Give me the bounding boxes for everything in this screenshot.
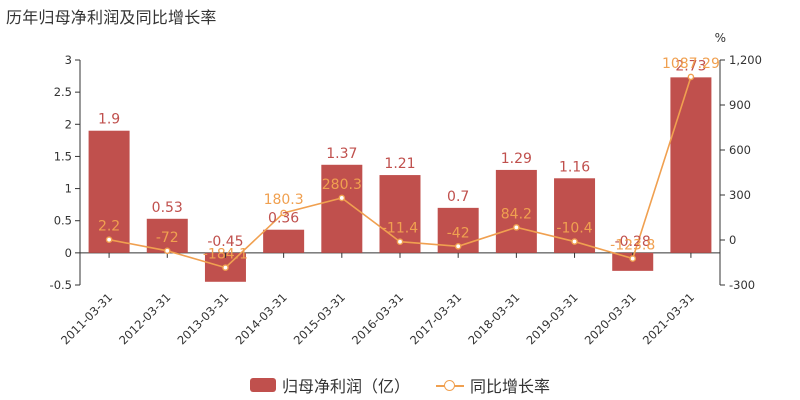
line-data-label: -72 <box>156 230 179 246</box>
growth-point <box>222 264 229 271</box>
right-axis-unit: % <box>715 31 726 45</box>
bar-data-label: -0.45 <box>207 234 243 250</box>
right-axis-tick-label: 900 <box>729 98 751 112</box>
x-axis-tick-label: 2017-03-31 <box>407 290 464 347</box>
x-axis-tick-label: 2014-03-31 <box>233 290 290 347</box>
left-axis-tick-label: 1.5 <box>54 149 72 163</box>
line-data-label: -42 <box>447 225 470 241</box>
x-axis-tick-label: 2016-03-31 <box>349 290 406 347</box>
line-data-label: 280.3 <box>322 177 362 193</box>
line-data-label: -184.1 <box>203 247 248 263</box>
x-axis-tick-label: 2021-03-31 <box>640 290 697 347</box>
growth-point <box>280 209 287 217</box>
bar-data-label: 1.37 <box>326 146 357 162</box>
growth-point <box>571 238 578 245</box>
legend-item-growth[interactable]: 同比增长率 <box>436 373 550 397</box>
growth-point <box>338 194 346 202</box>
line-data-label: -123.8 <box>610 238 655 254</box>
bar-data-label: -0.28 <box>615 234 651 250</box>
profit-bar <box>495 169 537 253</box>
bar-data-label: 0.7 <box>447 189 469 205</box>
left-axis-tick-label: -0.5 <box>50 278 72 292</box>
legend-line-swatch <box>436 378 464 392</box>
legend-label-profit: 归母净利润（亿） <box>281 377 410 396</box>
x-axis-tick-label: 2019-03-31 <box>524 290 581 347</box>
line-data-label: 2.2 <box>98 219 120 235</box>
right-axis-tick-label: 600 <box>729 143 751 157</box>
chart-legend: 归母净利润（亿） 同比增长率 <box>0 374 800 396</box>
right-axis-tick-label: -300 <box>729 278 755 292</box>
bar-data-label: 2.73 <box>675 58 706 74</box>
bar-data-label: 1.21 <box>384 156 415 172</box>
legend-item-profit[interactable]: 归母净利润（亿） <box>249 373 410 397</box>
profit-bar <box>263 229 305 253</box>
growth-point <box>163 247 171 255</box>
bar-data-label: 0.53 <box>152 200 183 216</box>
left-axis-tick-label: 0 <box>65 246 72 260</box>
legend-bar-swatch <box>249 378 276 392</box>
growth-point <box>105 236 113 243</box>
bar-data-label: 0.36 <box>268 211 299 227</box>
profit-bar <box>146 218 188 253</box>
right-axis-tick-label: 1,200 <box>729 53 762 67</box>
left-axis-tick-label: 2.5 <box>54 85 72 99</box>
x-axis-tick-label: 2018-03-31 <box>465 290 522 347</box>
x-axis-tick-label: 2020-03-31 <box>582 290 639 347</box>
profit-bar <box>670 77 712 253</box>
x-axis-tick-label: 2011-03-31 <box>58 290 115 347</box>
bar-data-label: 1.29 <box>501 151 532 167</box>
left-axis-tick-label: 2 <box>65 117 72 131</box>
profit-bar <box>88 130 130 253</box>
legend-label-growth: 同比增长率 <box>470 377 551 396</box>
line-data-label: 1087.29 <box>662 56 720 72</box>
growth-point <box>454 242 462 250</box>
line-data-label: 84.2 <box>501 206 532 222</box>
growth-point <box>396 238 404 246</box>
right-axis-tick-label: 0 <box>729 233 736 247</box>
growth-point <box>513 224 520 231</box>
line-data-label: -10.4 <box>556 221 592 237</box>
left-axis-tick-label: 0.5 <box>54 214 72 228</box>
right-axis-tick-label: 300 <box>729 188 751 202</box>
x-axis-tick-label: 2012-03-31 <box>116 290 173 347</box>
x-axis-tick-label: 2013-03-31 <box>174 290 231 347</box>
left-axis-tick-label: 3 <box>65 53 72 67</box>
left-axis-tick-label: 1 <box>65 182 72 196</box>
x-axis-tick-label: 2015-03-31 <box>291 290 348 347</box>
bar-data-label: 1.9 <box>98 112 120 128</box>
line-data-label: -11.4 <box>382 221 418 237</box>
growth-point <box>687 73 695 81</box>
bar-data-label: 1.16 <box>559 159 590 175</box>
growth-point <box>629 255 637 262</box>
line-data-label: 180.3 <box>264 192 304 208</box>
chart-title: 历年归母净利润及同比增长率 <box>6 8 217 27</box>
